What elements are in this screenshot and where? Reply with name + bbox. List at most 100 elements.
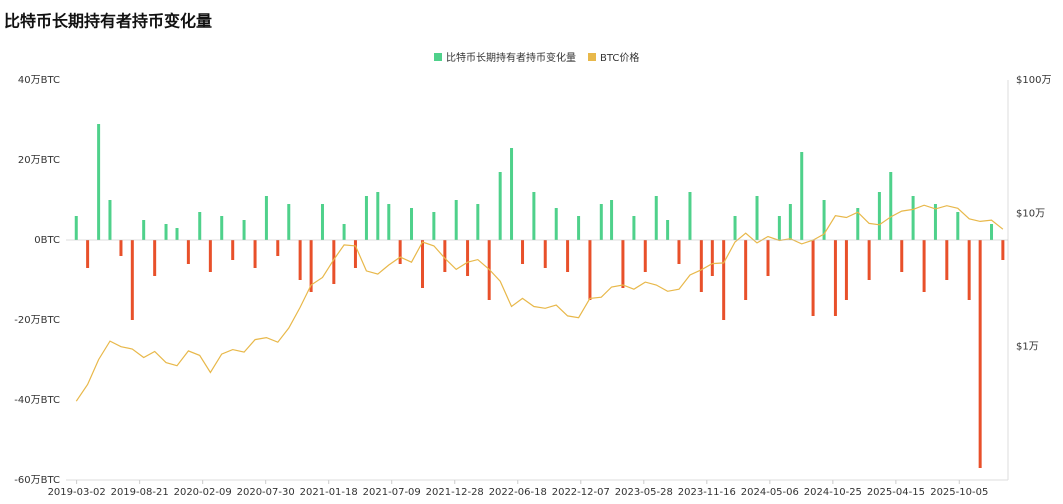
bar [287, 204, 291, 240]
bar [253, 240, 257, 268]
x-tick-label: 2024-05-06 [741, 487, 799, 498]
bar [264, 196, 268, 240]
x-tick-label: 2022-12-07 [552, 487, 610, 498]
bar [956, 212, 960, 240]
bar [454, 200, 458, 240]
bar [688, 192, 692, 240]
bar [387, 204, 391, 240]
bar [498, 172, 502, 240]
y-tick-label: -40万BTC [14, 395, 60, 406]
x-tick-label: 2022-06-18 [489, 487, 547, 498]
bar [86, 240, 90, 268]
bar [476, 204, 480, 240]
bar [97, 124, 101, 240]
bar [320, 204, 324, 240]
x-tick-label: 2019-03-02 [48, 487, 106, 498]
legend-label: BTC价格 [600, 51, 639, 64]
bar [175, 228, 179, 240]
bar [588, 240, 592, 300]
bar [599, 204, 603, 240]
bar [900, 240, 904, 272]
bar [922, 240, 926, 292]
x-tick-label: 2020-07-30 [237, 487, 295, 498]
legend-label: 比特币长期持有者持币变化量 [446, 51, 576, 64]
bar [800, 152, 804, 240]
bar [777, 216, 781, 240]
bar [889, 172, 893, 240]
bar [967, 240, 971, 300]
bar [1001, 240, 1005, 260]
bar [566, 240, 570, 272]
bar [978, 240, 982, 468]
bar [521, 240, 525, 264]
bar [510, 148, 514, 240]
chart-title: 比特币长期持有者持币变化量 [4, 12, 212, 31]
bar [933, 204, 937, 240]
bar [198, 212, 202, 240]
y-tick-label: -20万BTC [14, 315, 60, 326]
bar [621, 240, 625, 288]
y2-tick-label: $10万 [1016, 208, 1045, 219]
bar [911, 196, 915, 240]
bar [142, 220, 146, 240]
y2-tick-label: $100万 [1016, 75, 1051, 86]
bar [699, 240, 703, 292]
bar [119, 240, 123, 256]
legend-swatch [588, 53, 596, 61]
bar [744, 240, 748, 300]
bar [208, 240, 212, 272]
x-tick-label: 2019-08-21 [111, 487, 169, 498]
bar [677, 240, 681, 264]
bar [466, 240, 470, 276]
bar [755, 196, 759, 240]
bar [410, 208, 414, 240]
legend-swatch [434, 53, 442, 61]
bar [130, 240, 134, 320]
bar [353, 240, 357, 268]
y-tick-label: 0BTC [34, 235, 60, 246]
bar [722, 240, 726, 320]
bar [632, 216, 636, 240]
x-tick-label: 2025-04-15 [867, 487, 925, 498]
bar [844, 240, 848, 300]
bar [342, 224, 346, 240]
bar [364, 196, 368, 240]
bar [543, 240, 547, 268]
bar [74, 216, 78, 240]
y-tick-label: 40万BTC [18, 75, 60, 86]
bar [643, 240, 647, 272]
bar [398, 240, 402, 264]
bar [532, 192, 536, 240]
bar [164, 224, 168, 240]
x-tick-label: 2020-02-09 [174, 487, 232, 498]
bar [376, 192, 380, 240]
bar [610, 200, 614, 240]
x-tick-label: 2023-11-16 [678, 487, 736, 498]
bar [733, 216, 737, 240]
bar [298, 240, 302, 280]
bar [822, 200, 826, 240]
x-tick-label: 2021-07-09 [363, 487, 421, 498]
bar [666, 220, 670, 240]
bar [332, 240, 336, 284]
bar [577, 216, 581, 240]
bar [421, 240, 425, 288]
bar [309, 240, 313, 292]
y-tick-label: -60万BTC [14, 475, 60, 486]
bar [945, 240, 949, 280]
bar [554, 208, 558, 240]
y2-tick-label: $1万 [1016, 342, 1039, 353]
bar [833, 240, 837, 316]
bar [153, 240, 157, 276]
x-tick-label: 2021-01-18 [300, 487, 358, 498]
bar [654, 196, 658, 240]
x-tick-label: 2025-10-05 [930, 487, 988, 498]
bar [220, 216, 224, 240]
bar [990, 224, 994, 240]
x-tick-label: 2024-10-25 [804, 487, 862, 498]
bar [877, 192, 881, 240]
bar [186, 240, 190, 264]
bar [231, 240, 235, 260]
bar [710, 240, 714, 276]
